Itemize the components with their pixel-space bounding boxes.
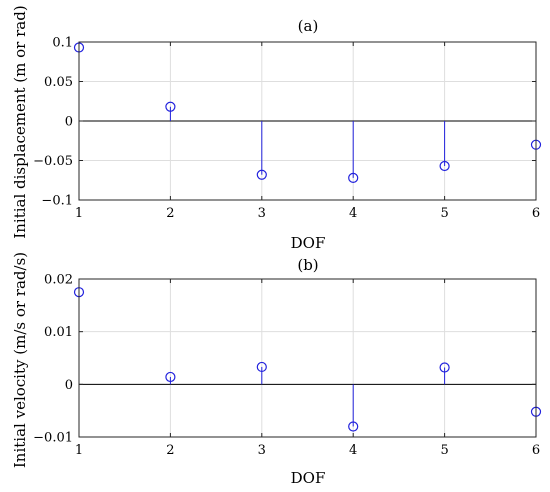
panel-a-marker-3 — [256, 169, 267, 180]
panel-b-marker-2 — [165, 371, 176, 383]
panel-b-x-tick-label-1: 2 — [166, 443, 174, 458]
panel-b-marker-4 — [348, 421, 359, 432]
panel-a-marker-4 — [348, 172, 359, 183]
panel-a-x-axis-label: DOF — [291, 234, 326, 252]
panel-a-x-tick-label-3: 4 — [349, 206, 357, 221]
panel-a-marker-5 — [439, 160, 450, 172]
panel-b-y-tick-label-1: 0 — [65, 378, 73, 393]
panel-a-x-tick-label-4: 5 — [440, 206, 448, 221]
panel-a-x-tick-label-5: 6 — [532, 206, 540, 221]
panel-b: (b) DOF Initial velocity (m/s or rad/s) … — [11, 252, 542, 487]
panel-b-x-tick-label-3: 4 — [349, 443, 357, 458]
panel-a-y-tick-label-2: 0 — [65, 115, 73, 130]
panel-b-x-tick-label-2: 3 — [258, 443, 266, 458]
panel-b-y-tick-label-2: 0.01 — [44, 325, 73, 340]
panel-a-x-tick-label-1: 2 — [166, 206, 174, 221]
panel-b-title: (b) — [297, 256, 318, 274]
panel-a-y-tick-label-0: −0.1 — [41, 194, 73, 209]
panel-b-plot-frame — [78, 278, 537, 438]
panel-a-y-tick-label-1: −0.05 — [33, 154, 73, 169]
panel-b-marker-5 — [439, 362, 450, 373]
panel-a-x-tick-label-2: 3 — [258, 206, 266, 221]
panel-a-y-axis-label: Initial displacement (m or rad) — [11, 5, 29, 238]
panel-b-x-tick-label-4: 5 — [440, 443, 448, 458]
panel-b-x-tick-label-0: 1 — [75, 443, 83, 458]
panel-b-y-tick-label-3: 0.02 — [44, 273, 73, 288]
panel-a-y-tick-label-4: 0.1 — [52, 36, 73, 51]
panel-b-x-axis-label: DOF — [291, 469, 326, 487]
panel-b-x-tick-label-5: 6 — [532, 443, 540, 458]
panel-a-y-tick-label-3: 0.05 — [44, 75, 73, 90]
panel-b-y-tick-label-0: −0.01 — [33, 431, 73, 446]
panel-a-x-tick-label-0: 1 — [75, 206, 83, 221]
panel-a: (a) DOF Initial displacement (m or rad) … — [11, 5, 542, 252]
panel-a-title: (a) — [298, 17, 319, 35]
panel-a-marker-2 — [165, 101, 176, 112]
panel-b-marker-3 — [256, 361, 267, 373]
panel-b-y-axis-label: Initial velocity (m/s or rad/s) — [11, 252, 29, 468]
